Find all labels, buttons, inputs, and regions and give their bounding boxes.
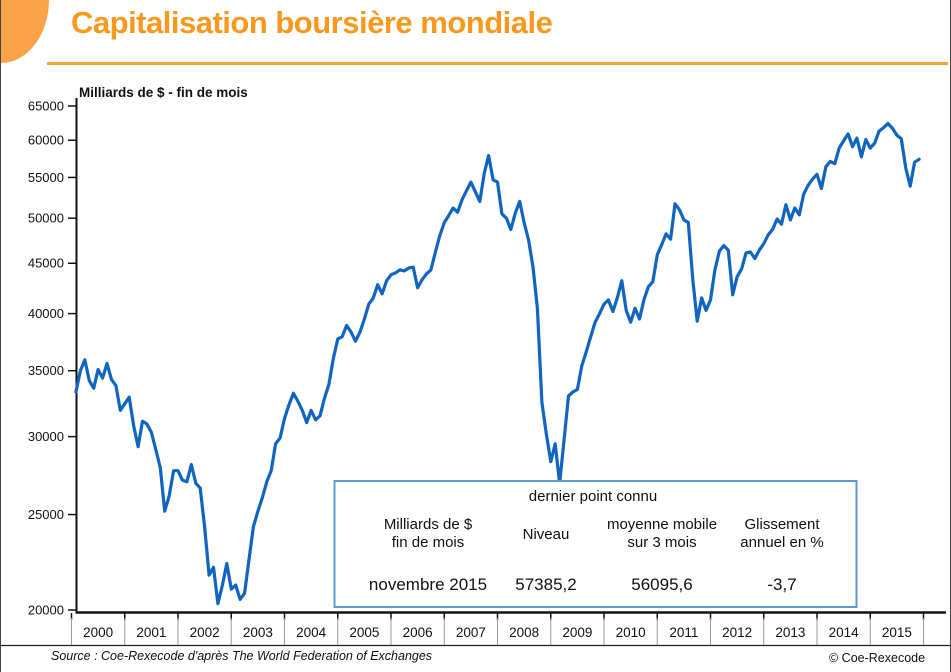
x-tick-label: 2000 (83, 625, 113, 640)
info-box-border (333, 480, 858, 608)
x-tick-label: 2004 (296, 625, 327, 640)
x-tick-label: 2007 (456, 625, 486, 640)
x-tick-label: 2014 (829, 625, 860, 640)
info-box-col4-header-line2: annuel en % (740, 534, 823, 551)
y-tick-label: 65000 (28, 99, 64, 114)
x-tick-label: 2001 (136, 625, 166, 640)
y-tick-label: 60000 (28, 133, 64, 148)
y-tick-label: 35000 (28, 363, 64, 378)
x-tick-label: 2015 (882, 625, 912, 640)
source-note: Source : Coe-Rexecode d'après The World … (51, 649, 432, 663)
info-box-col4-header-line1: Glissement (744, 516, 820, 533)
x-axis-ticks: 2000 2001 2002 2003 2004 2005 2006 2007 2008 2009… (70, 613, 925, 645)
x-tick-label: 2009 (562, 625, 592, 640)
info-box-col1-header-line1: Milliards de $ (384, 516, 473, 533)
info-box-yoy-change-value: -3,7 (767, 575, 796, 594)
title-underline (47, 62, 948, 65)
info-box-moving-average-value: 56095,6 (631, 575, 692, 594)
y-tick-label: 45000 (28, 256, 64, 271)
x-tick-label: 2006 (403, 625, 433, 640)
x-tick-label: 2013 (775, 625, 805, 640)
info-box-date-value: novembre 2015 (369, 575, 487, 594)
info-box-col2-header: Niveau (523, 526, 570, 543)
y-tick-label: 40000 (28, 306, 64, 321)
page-title: Capitalisation boursière mondiale (71, 5, 553, 40)
info-box-col1-header-line2: fin de mois (392, 534, 465, 551)
x-tick-label: 2005 (349, 625, 379, 640)
x-tick-label: 2012 (722, 625, 752, 640)
y-axis-ticks: 65000 60000 55000 50000 45000 40000 35000 30000… (28, 99, 77, 618)
y-tick-label: 20000 (28, 603, 64, 618)
info-box-col3-header-line1: moyenne mobile (607, 516, 717, 533)
series-line-world-market-cap (74, 121, 921, 606)
x-tick-label: 2003 (243, 625, 273, 640)
copyright-note: © Coe-Rexecode (829, 651, 925, 665)
y-tick-label: 50000 (28, 211, 64, 226)
y-axis-caption: Milliards de $ - fin de mois (79, 85, 248, 100)
y-tick-label: 25000 (28, 507, 64, 522)
info-box-span-header: dernier point connu (529, 488, 657, 505)
y-tick-label: 55000 (28, 170, 64, 185)
y-tick-label: 30000 (28, 429, 64, 444)
x-tick-label: 2008 (509, 625, 539, 640)
x-tick-label: 2002 (190, 625, 220, 640)
last-point-info-box: dernier point connu Milliards de $ fin d… (333, 480, 858, 608)
x-tick-label: 2011 (669, 625, 698, 640)
x-tick-label: 2010 (616, 625, 646, 640)
info-box-level-value: 57385,2 (515, 575, 576, 594)
info-box-col3-header-line2: sur 3 mois (627, 534, 696, 551)
